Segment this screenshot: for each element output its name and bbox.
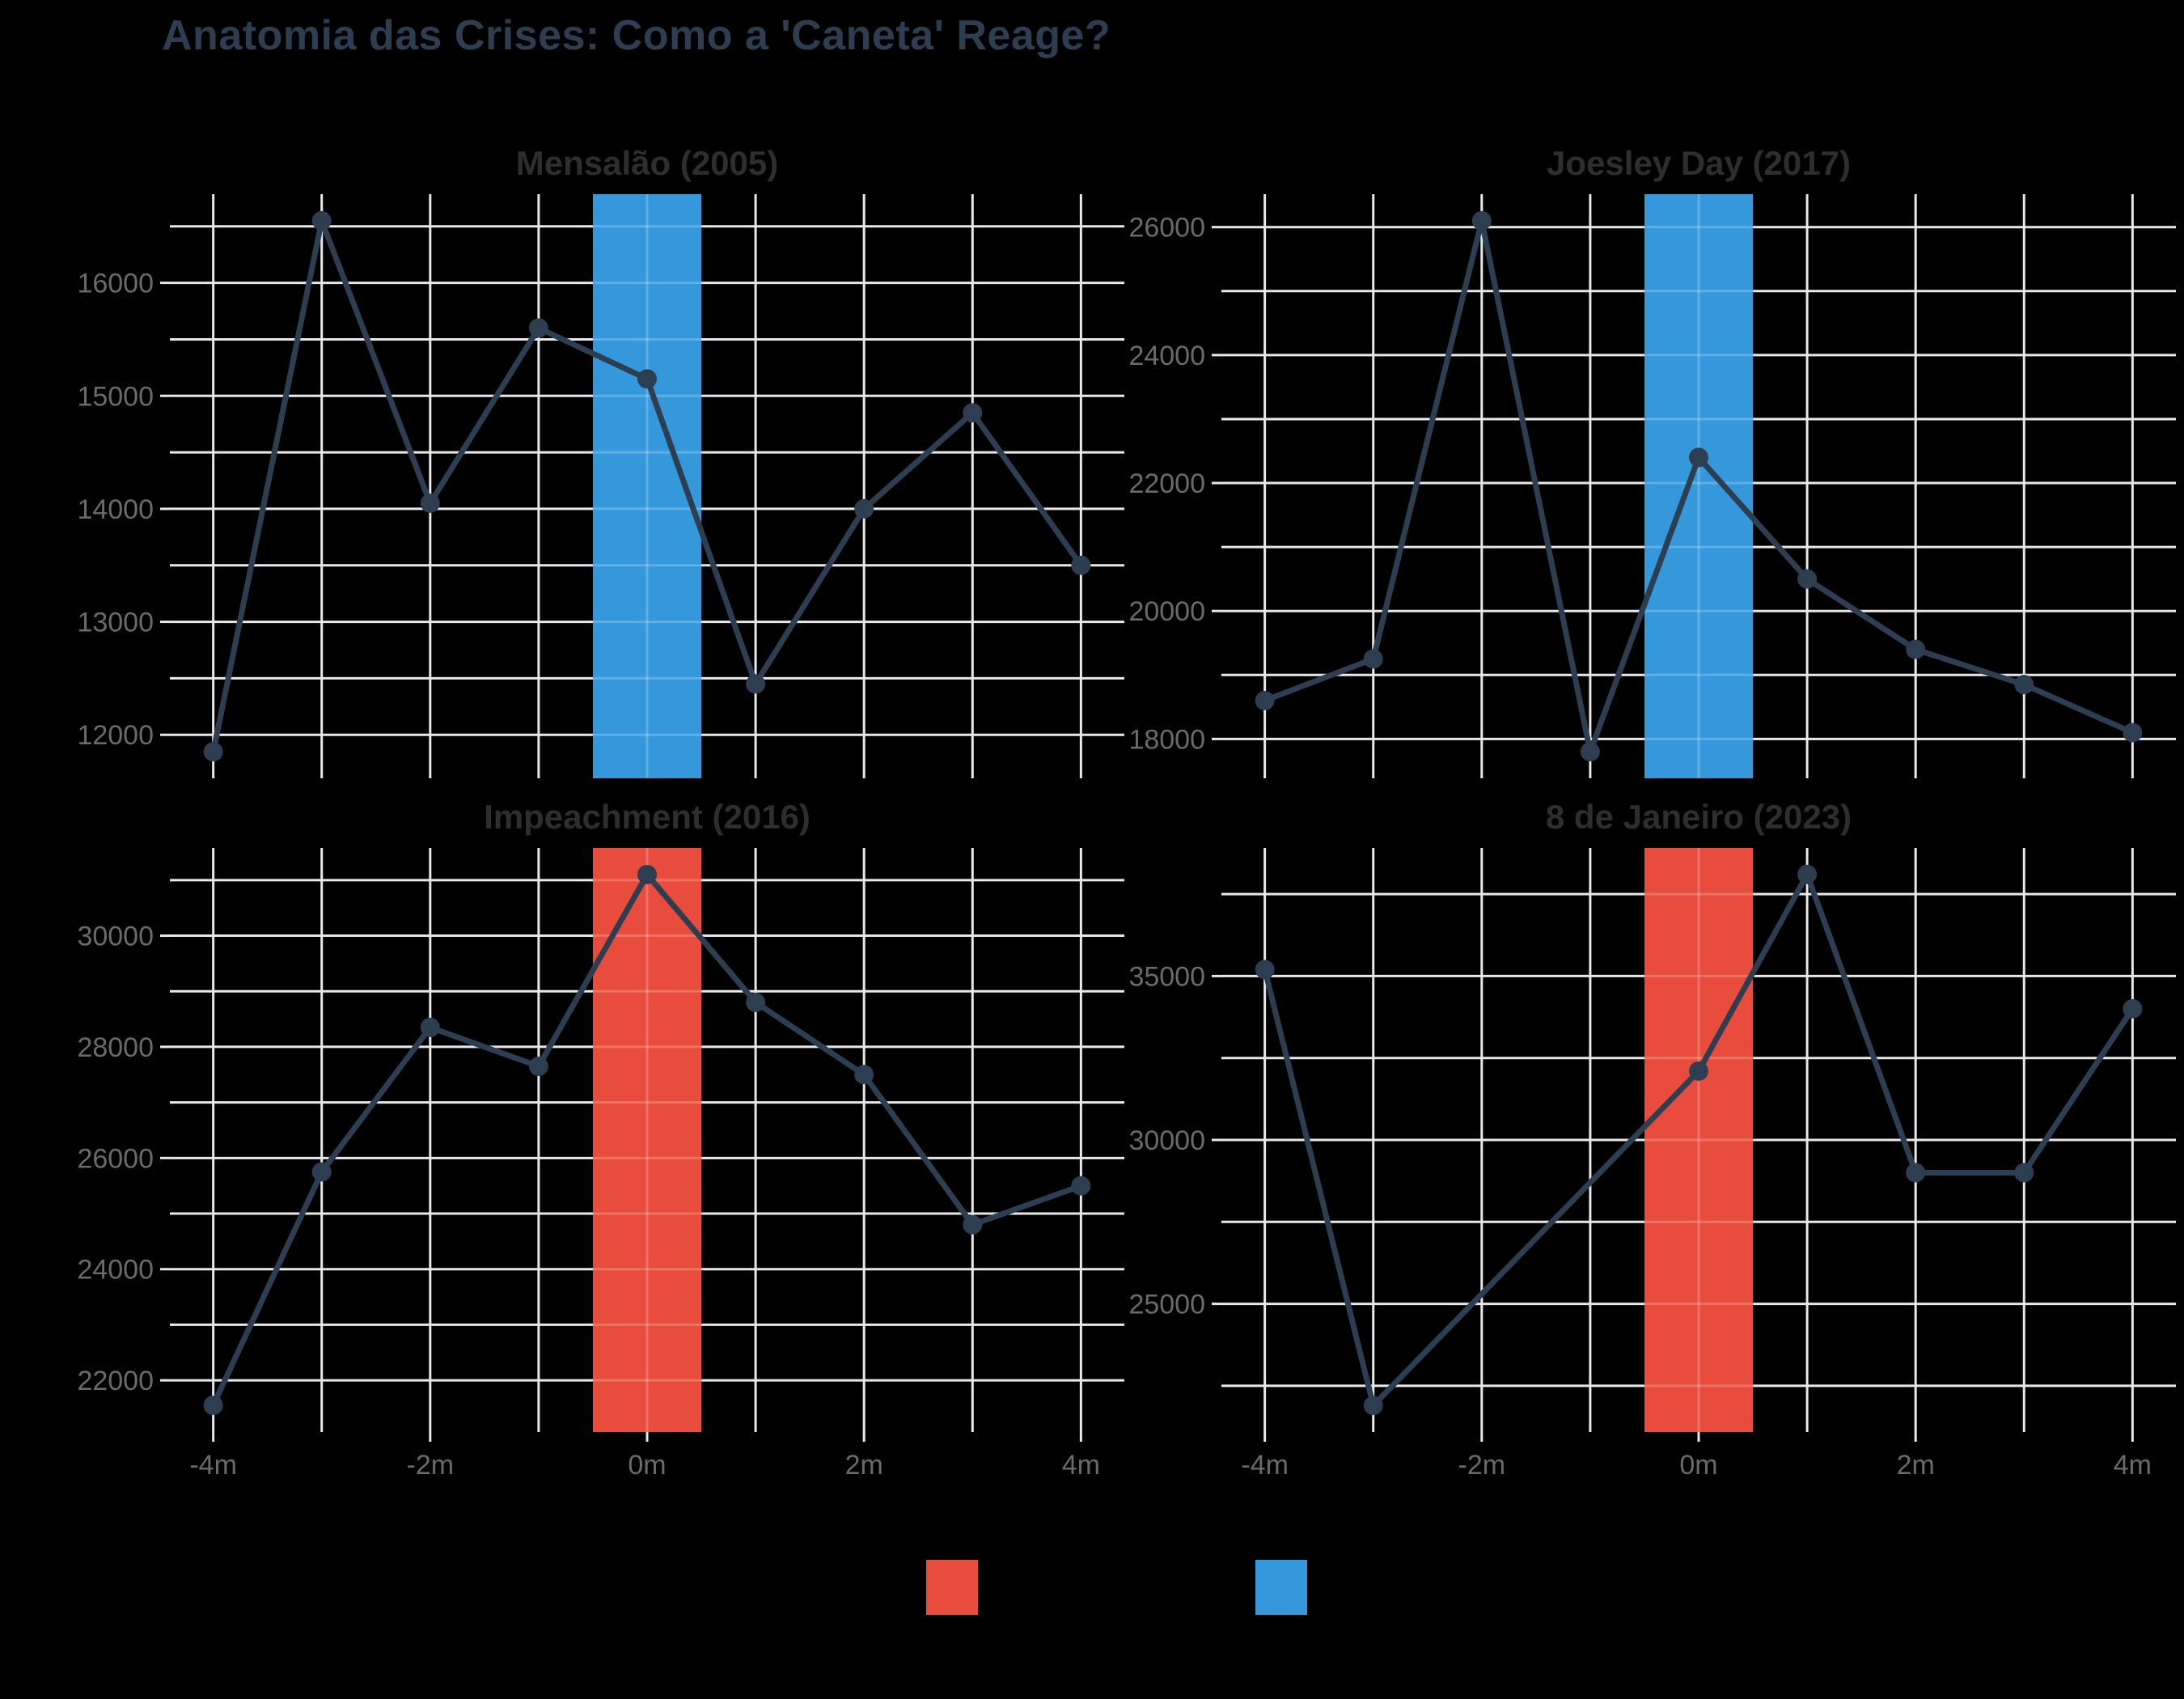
data-point xyxy=(746,674,766,694)
y-tick-label: 24000 xyxy=(1128,341,1205,371)
data-point xyxy=(528,1056,548,1076)
y-tick-label: 30000 xyxy=(77,922,154,952)
data-point xyxy=(528,318,548,338)
data-point xyxy=(963,1214,983,1235)
data-point xyxy=(1255,960,1275,980)
data-point xyxy=(420,493,440,513)
y-tick-label: 28000 xyxy=(77,1032,154,1063)
data-point xyxy=(637,864,657,884)
event-band xyxy=(592,848,702,1432)
data-point xyxy=(1797,569,1818,589)
data-point xyxy=(1689,447,1708,468)
x-tick-label: -2m xyxy=(1458,1450,1506,1481)
data-point xyxy=(311,1162,332,1182)
data-point xyxy=(1689,1061,1708,1081)
y-tick-label: 25000 xyxy=(1128,1290,1205,1320)
data-point xyxy=(1071,555,1091,575)
x-tick-label: -4m xyxy=(1241,1450,1289,1481)
data-point xyxy=(1071,1176,1091,1196)
data-point xyxy=(854,498,874,519)
data-point xyxy=(203,1396,223,1416)
event-band xyxy=(1644,848,1754,1432)
y-tick-label: 18000 xyxy=(1128,724,1205,755)
y-tick-label: 26000 xyxy=(77,1143,154,1174)
y-tick-label: 35000 xyxy=(1128,961,1205,992)
legend-swatch-red xyxy=(926,1560,978,1615)
data-point xyxy=(1363,649,1383,669)
data-point xyxy=(1255,690,1275,710)
data-point xyxy=(203,742,223,762)
y-tick-label: 20000 xyxy=(1128,596,1205,627)
x-tick-label: -4m xyxy=(189,1450,237,1481)
x-tick-label: 4m xyxy=(1062,1450,1100,1481)
x-tick-label: 2m xyxy=(1897,1450,1935,1481)
facet-title-joesley: Joesley Day (2017) xyxy=(1547,144,1851,182)
y-tick-label: 16000 xyxy=(77,269,154,299)
x-tick-label: 2m xyxy=(845,1450,883,1481)
y-tick-label: 13000 xyxy=(77,608,154,638)
y-tick-label: 12000 xyxy=(77,720,154,751)
data-point xyxy=(2014,675,2034,695)
data-point xyxy=(746,992,766,1012)
data-point xyxy=(637,369,657,389)
y-tick-label: 30000 xyxy=(1128,1125,1205,1156)
data-point xyxy=(2014,1163,2034,1183)
data-point xyxy=(1906,639,1926,659)
x-tick-label: 0m xyxy=(1679,1450,1717,1481)
y-tick-label: 24000 xyxy=(77,1255,154,1286)
x-tick-label: -2m xyxy=(407,1450,455,1481)
x-tick-label: 0m xyxy=(628,1450,666,1481)
x-tick-label: 4m xyxy=(2114,1450,2152,1481)
page-title: Anatomia das Crises: Como a 'Caneta' Rea… xyxy=(162,12,1111,59)
data-point xyxy=(854,1065,874,1085)
y-tick-label: 22000 xyxy=(1128,468,1205,499)
event-band xyxy=(1644,194,1754,778)
data-point xyxy=(1363,1396,1383,1416)
facet-title-mensalao: Mensalão (2005) xyxy=(515,144,779,182)
facet-title-impeachment: Impeachment (2016) xyxy=(484,798,811,836)
data-point xyxy=(963,403,983,423)
y-tick-label: 22000 xyxy=(77,1366,154,1396)
data-point xyxy=(2123,998,2143,1019)
data-point xyxy=(1906,1163,1926,1183)
y-tick-label: 26000 xyxy=(1128,213,1205,244)
y-tick-label: 14000 xyxy=(77,494,154,525)
data-point xyxy=(420,1017,440,1037)
legend-swatch-blue xyxy=(1255,1560,1307,1615)
data-point xyxy=(1797,864,1818,884)
data-point xyxy=(1471,210,1492,231)
facet-title-8janeiro: 8 de Janeiro (2023) xyxy=(1545,798,1852,836)
data-point xyxy=(311,210,332,231)
y-tick-label: 15000 xyxy=(77,381,154,412)
data-point xyxy=(2123,722,2143,743)
data-point xyxy=(1580,742,1600,762)
